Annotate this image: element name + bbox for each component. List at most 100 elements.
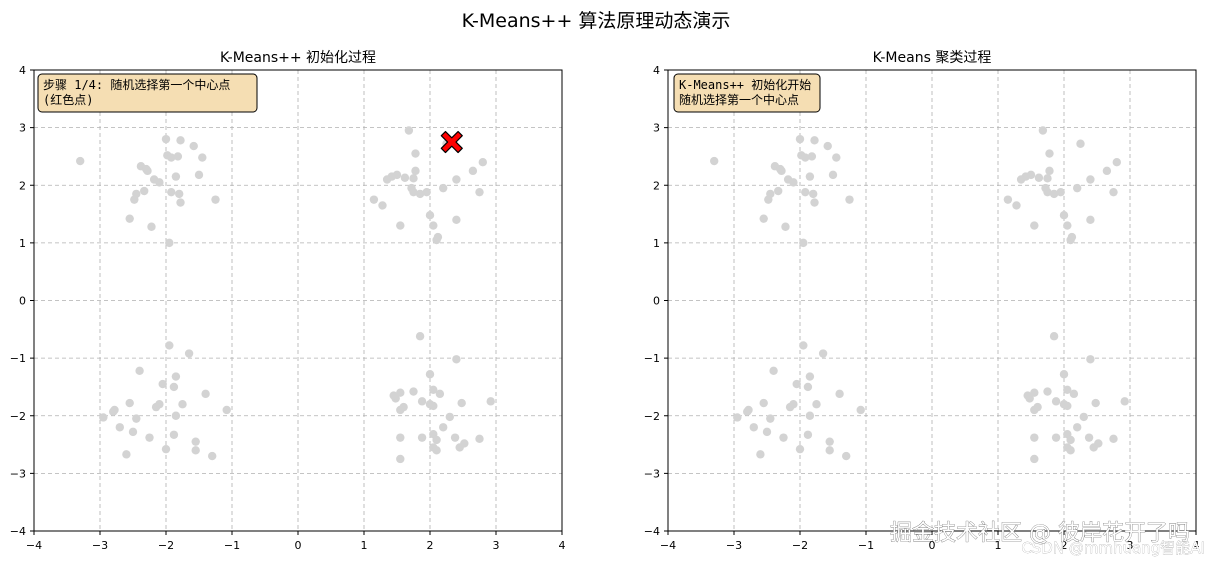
data-point — [425, 370, 435, 379]
data-point — [1066, 446, 1075, 455]
data-point — [1051, 433, 1061, 442]
data-point — [1049, 332, 1059, 341]
data-point — [825, 446, 834, 455]
data-point — [128, 427, 138, 437]
data-point — [1043, 174, 1052, 183]
data-point — [1084, 433, 1094, 442]
y-tick-label: −2 — [10, 410, 26, 423]
data-point — [1049, 189, 1059, 199]
data-point — [1043, 387, 1052, 396]
data-point — [369, 195, 379, 204]
data-point — [169, 430, 179, 439]
data-point — [1086, 215, 1095, 225]
data-point — [457, 398, 466, 408]
data-point — [744, 405, 753, 415]
data-point — [455, 443, 464, 452]
data-point — [404, 126, 414, 135]
x-tick-label: 4 — [559, 539, 566, 552]
x-tick-label: 2 — [427, 539, 434, 552]
data-point — [1067, 232, 1077, 242]
data-point — [194, 170, 204, 180]
data-point — [222, 405, 231, 415]
data-point — [76, 156, 85, 166]
data-point — [789, 178, 798, 187]
data-point — [161, 134, 171, 144]
data-point — [158, 379, 167, 389]
data-point — [439, 423, 448, 432]
data-point — [130, 195, 139, 204]
data-point — [764, 195, 773, 204]
data-point — [842, 451, 851, 461]
data-point — [145, 433, 154, 442]
data-point — [832, 153, 841, 162]
data-point — [795, 444, 805, 454]
data-point — [151, 402, 161, 412]
x-tick-label: −2 — [792, 539, 808, 552]
data-point — [792, 379, 801, 389]
data-point — [99, 413, 108, 422]
data-point — [201, 389, 210, 399]
y-tick-label: 2 — [653, 179, 660, 192]
subplot-kmeans-clustering: K-Means 聚类过程 −4 −3 −2 −1 0 1 2 3 4 −4 −3 −2 −1 0 1 2 3 4 K… — [644, 50, 1200, 552]
y-tick-label: −2 — [644, 410, 660, 423]
data-point — [1045, 166, 1054, 176]
data-point — [135, 366, 144, 376]
y-tick-label: 3 — [653, 122, 660, 135]
data-point — [409, 174, 418, 183]
cluster-center-marker — [440, 130, 463, 154]
data-point — [803, 430, 813, 439]
data-point — [439, 183, 448, 193]
data-point — [801, 153, 810, 162]
x-tick-label: −3 — [92, 539, 108, 552]
data-point — [1016, 175, 1026, 184]
data-point — [122, 450, 131, 459]
annotation-box — [673, 73, 821, 113]
data-point — [417, 397, 427, 406]
y-tick-label: 4 — [19, 64, 26, 77]
data-point — [1076, 139, 1085, 148]
data-point — [809, 189, 818, 199]
data-point — [1120, 397, 1129, 406]
data-point — [165, 341, 174, 350]
data-point — [781, 222, 790, 231]
data-point — [147, 222, 156, 231]
data-point — [785, 402, 795, 412]
data-point — [795, 134, 805, 144]
y-tick-label: −4 — [10, 525, 26, 538]
data-point — [452, 355, 461, 364]
y-tick-label: 4 — [653, 64, 660, 77]
data-point — [1073, 423, 1082, 432]
data-point — [176, 136, 185, 145]
data-point — [475, 187, 484, 197]
data-point — [173, 152, 183, 161]
data-point — [155, 178, 164, 187]
data-point — [396, 388, 405, 397]
data-point — [191, 446, 200, 455]
data-point — [759, 398, 768, 408]
data-point — [1059, 370, 1069, 379]
data-point — [823, 141, 832, 151]
data-point — [171, 411, 181, 420]
data-point — [762, 427, 772, 437]
data-point — [400, 173, 410, 182]
data-point — [1086, 175, 1095, 184]
data-point — [396, 433, 405, 442]
data-point — [432, 435, 441, 445]
data-point — [1059, 211, 1069, 220]
data-point — [1079, 412, 1089, 422]
data-point — [1033, 402, 1042, 412]
data-point — [1109, 187, 1118, 197]
data-point — [409, 387, 418, 396]
data-point — [175, 189, 184, 199]
data-point — [417, 433, 427, 442]
data-point — [759, 214, 768, 223]
data-point — [478, 158, 487, 167]
data-point — [396, 221, 405, 230]
data-point — [452, 215, 461, 225]
data-point — [452, 175, 461, 184]
data-point — [176, 198, 185, 207]
data-point — [1003, 195, 1013, 204]
data-point — [169, 382, 179, 392]
x-tick-label: 1 — [995, 539, 1002, 552]
x-tick-label: −4 — [26, 539, 42, 552]
